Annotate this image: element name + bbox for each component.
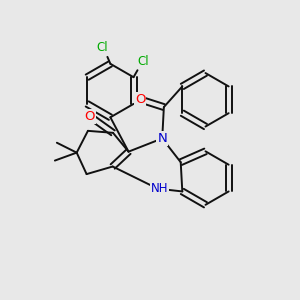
Text: O: O bbox=[85, 110, 95, 123]
Text: Cl: Cl bbox=[97, 41, 108, 55]
Text: N: N bbox=[157, 132, 167, 145]
Text: O: O bbox=[135, 93, 145, 106]
Text: NH: NH bbox=[151, 182, 168, 195]
Text: Cl: Cl bbox=[138, 55, 149, 68]
